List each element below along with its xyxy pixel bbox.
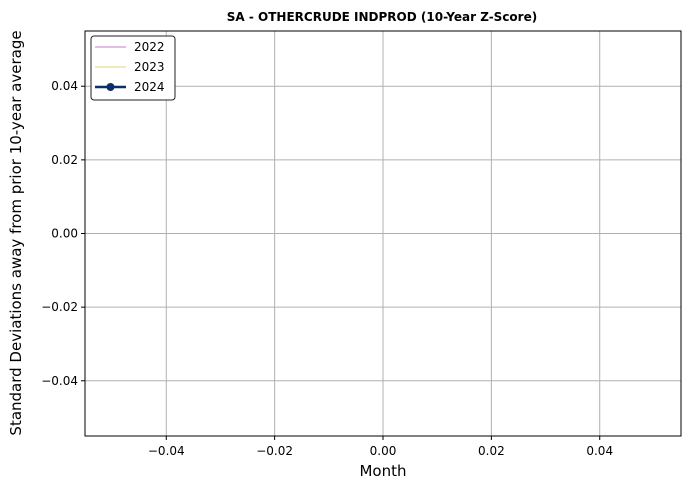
y-tick-label: 0.02 xyxy=(51,153,78,167)
x-axis: −0.04 −0.02 0.00 0.02 0.04 xyxy=(148,436,613,458)
x-tick-label: −0.02 xyxy=(256,444,293,458)
y-axis: −0.04 −0.02 0.00 0.02 0.04 xyxy=(41,79,85,388)
legend-entries: 2022 2023 2024 xyxy=(95,40,165,94)
chart-title: SA - OTHERCRUDE INDPROD (10-Year Z-Score… xyxy=(227,10,537,24)
legend-label-2022: 2022 xyxy=(134,40,165,54)
x-axis-label: Month xyxy=(359,462,406,480)
grid xyxy=(85,31,681,436)
x-tick-label: −0.04 xyxy=(148,444,185,458)
legend-marker-2024 xyxy=(106,83,115,91)
y-axis-label: Standard Deviations away from prior 10-y… xyxy=(7,30,25,435)
x-tick-label: 0.00 xyxy=(370,444,397,458)
legend-label-2024: 2024 xyxy=(134,80,165,94)
y-tick-label: −0.04 xyxy=(41,374,78,388)
y-tick-label: 0.00 xyxy=(51,227,78,241)
x-tick-label: 0.02 xyxy=(478,444,505,458)
legend-label-2023: 2023 xyxy=(134,60,165,74)
legend: 2022 2023 2024 xyxy=(90,35,176,101)
x-tick-label: 0.04 xyxy=(586,444,613,458)
y-tick-label: 0.04 xyxy=(51,79,78,93)
y-tick-label: −0.02 xyxy=(41,300,78,314)
